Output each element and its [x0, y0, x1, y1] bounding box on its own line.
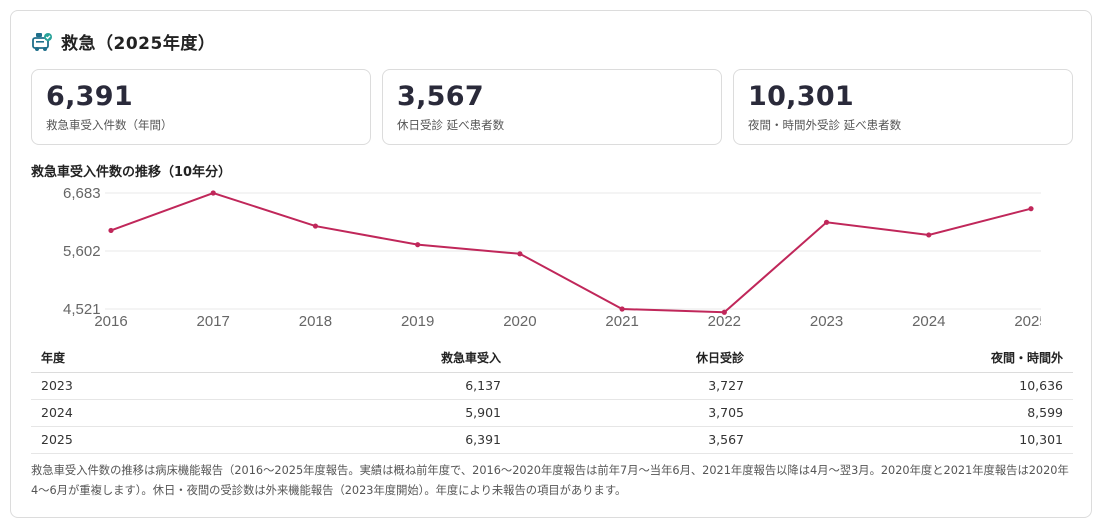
- col-year: 年度: [31, 344, 181, 373]
- x-tick-label: 2019: [401, 313, 434, 330]
- cell-year: 2025: [31, 426, 181, 454]
- stat-label: 夜間・時間外受診 延べ患者数: [748, 118, 902, 132]
- data-point: [1028, 206, 1034, 212]
- stat-value: 6,391: [46, 81, 133, 112]
- x-tick-label: 2018: [299, 313, 332, 330]
- cell-year: 2024: [31, 399, 181, 427]
- stat-holiday: 3,567 休日受診 延べ患者数: [382, 69, 722, 145]
- cell-ambulance: 5,901: [181, 399, 511, 427]
- cell-ambulance: 6,137: [181, 372, 511, 400]
- data-point: [108, 227, 114, 234]
- y-tick-label: 5,602: [63, 243, 101, 260]
- data-point: [823, 219, 830, 225]
- cell-year: 2023: [31, 372, 181, 400]
- x-tick-label: 2017: [197, 313, 230, 330]
- x-tick-label: 2016: [94, 313, 127, 330]
- data-point: [619, 306, 625, 312]
- x-tick-label: 2022: [708, 313, 741, 330]
- data-point: [312, 223, 319, 229]
- card-header: 救急（2025年度）: [31, 29, 215, 54]
- card-title: 救急（2025年度）: [61, 34, 216, 54]
- stat-value: 10,301: [748, 81, 854, 112]
- data-point: [926, 232, 932, 238]
- x-tick-label: 2025: [1014, 313, 1041, 330]
- table-row: 2023 6,137 3,727 10,636: [31, 372, 1073, 400]
- col-night: 夜間・時間外: [754, 344, 1073, 373]
- data-point: [415, 242, 421, 248]
- x-tick-label: 2023: [810, 313, 843, 330]
- stat-label: 救急車受入件数（年間）: [46, 118, 173, 132]
- cell-holiday: 3,567: [511, 426, 754, 454]
- cell-ambulance: 6,391: [181, 426, 511, 454]
- stat-ambulance: 6,391 救急車受入件数（年間）: [31, 69, 371, 145]
- yearly-table: 年度 救急車受入 休日受診 夜間・時間外 2023 6,137 3,727 10…: [31, 344, 1073, 454]
- y-tick-label: 4,521: [63, 301, 101, 318]
- stat-value: 3,567: [397, 81, 484, 112]
- y-tick-label: 6,683: [63, 185, 101, 202]
- cell-night: 10,301: [754, 426, 1073, 454]
- emergency-card: 救急（2025年度） 6,391 救急車受入件数（年間） 3,567 休日受診 …: [10, 10, 1092, 518]
- table-row: 2025 6,391 3,567 10,301: [31, 426, 1073, 454]
- stat-cards: 6,391 救急車受入件数（年間） 3,567 休日受診 延べ患者数 10,30…: [31, 69, 1073, 145]
- ambulance-icon: [31, 31, 53, 53]
- x-tick-label: 2024: [912, 313, 945, 330]
- data-point: [517, 251, 523, 257]
- cell-holiday: 3,727: [511, 372, 754, 400]
- col-holiday: 休日受診: [511, 344, 754, 373]
- data-point: [721, 309, 727, 315]
- data-point: [210, 190, 216, 196]
- x-tick-label: 2021: [605, 313, 638, 330]
- chart-title: 救急車受入件数の推移（10年分）: [31, 165, 232, 180]
- cell-night: 8,599: [754, 399, 1073, 427]
- table-header-row: 年度 救急車受入 休日受診 夜間・時間外: [31, 344, 1073, 373]
- x-tick-label: 2020: [503, 313, 536, 330]
- col-ambulance: 救急車受入: [181, 344, 511, 373]
- series-line: [110, 191, 1032, 314]
- footnote: 救急車受入件数の推移は病床機能報告（2016〜2025年度報告。実績は概ね前年度…: [31, 464, 1069, 497]
- stat-label: 休日受診 延べ患者数: [397, 118, 505, 132]
- table-row: 2024 5,901 3,705 8,599: [31, 399, 1073, 427]
- cell-holiday: 3,705: [511, 399, 754, 427]
- cell-night: 10,636: [754, 372, 1073, 400]
- stat-night: 10,301 夜間・時間外受診 延べ患者数: [733, 69, 1073, 145]
